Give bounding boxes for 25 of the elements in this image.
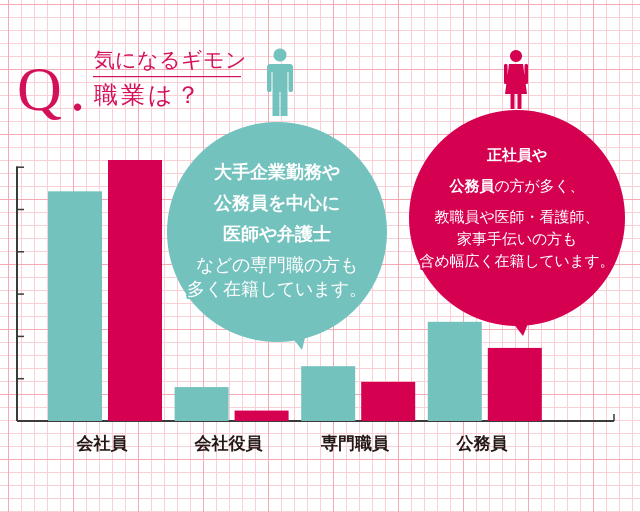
- bar: [48, 191, 102, 421]
- x-tick-label: 公務員: [455, 434, 508, 454]
- x-tick-label: 会社員: [76, 434, 128, 454]
- bar: [488, 348, 542, 421]
- bar: [234, 410, 289, 421]
- bar: [301, 366, 356, 421]
- bar: [174, 387, 229, 421]
- annotation: 教職員や医師・看護師、: [434, 208, 600, 226]
- bar: [428, 322, 482, 421]
- bar: [361, 382, 416, 421]
- text: Q.: [17, 56, 94, 124]
- annotation: 家事手伝いの方も: [457, 230, 577, 248]
- annotation: などの専門職の方も: [196, 255, 358, 276]
- bar: [108, 160, 162, 421]
- chart-subtitle: 職業は？: [94, 82, 203, 109]
- annotation: 含め幅広く在籍しています。: [420, 252, 614, 270]
- annotation: 医師や弁護士: [223, 224, 331, 245]
- x-tick-label: 専門職員: [320, 434, 390, 454]
- annotation: 大手企業勤務や: [213, 162, 340, 183]
- annotation: 多く在籍しています。: [187, 279, 367, 300]
- x-tick-label: 会社役員: [194, 434, 264, 454]
- annotation: 公務員の方が多く、: [448, 177, 584, 195]
- annotation: 正社員や: [486, 146, 547, 164]
- annotation: 公務員を中心に: [213, 193, 340, 214]
- chart-title: 気になるギモン: [94, 48, 247, 72]
